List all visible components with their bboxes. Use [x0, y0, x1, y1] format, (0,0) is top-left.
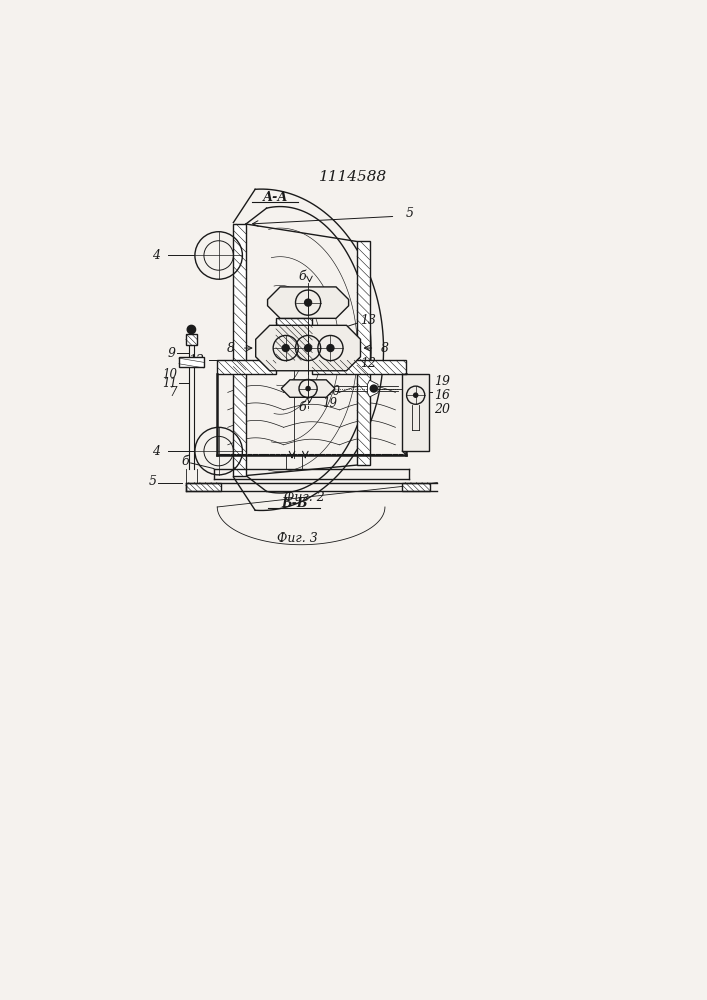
Text: Б-Б: Б-Б [281, 497, 308, 510]
Text: 16: 16 [406, 395, 421, 408]
Bar [186, 334, 197, 345]
Bar [402, 483, 431, 491]
Circle shape [305, 386, 311, 391]
Text: 5: 5 [406, 207, 414, 220]
Text: 10: 10 [162, 368, 177, 381]
Text: 4: 4 [153, 249, 160, 262]
Text: А-А: А-А [262, 191, 288, 204]
Polygon shape [179, 357, 204, 367]
Text: 20: 20 [434, 403, 450, 416]
Polygon shape [267, 287, 349, 318]
Polygon shape [368, 380, 378, 397]
Text: 8: 8 [381, 342, 389, 355]
Circle shape [370, 385, 378, 392]
Text: 16: 16 [434, 389, 450, 402]
Text: 7: 7 [169, 386, 177, 399]
Circle shape [304, 298, 312, 307]
Circle shape [281, 344, 290, 352]
Bar [276, 318, 312, 360]
Text: 11: 11 [162, 377, 177, 390]
Text: Фиг. 2: Фиг. 2 [284, 491, 325, 504]
Text: 5: 5 [148, 475, 156, 488]
Polygon shape [402, 374, 429, 451]
Bar [217, 360, 276, 374]
Bar [357, 241, 370, 465]
Text: 12: 12 [188, 354, 204, 367]
Text: 19: 19 [434, 375, 450, 388]
Circle shape [413, 392, 419, 398]
Bar [233, 224, 246, 476]
Text: 10: 10 [325, 385, 341, 398]
Text: 13: 13 [361, 314, 377, 327]
Polygon shape [281, 380, 334, 397]
Text: б: б [298, 270, 306, 283]
Circle shape [326, 344, 334, 352]
Text: 1114588: 1114588 [320, 170, 387, 184]
Circle shape [304, 344, 312, 352]
Text: 4: 4 [153, 445, 160, 458]
Bar [312, 360, 406, 374]
Bar [186, 483, 221, 491]
Text: 9: 9 [168, 347, 175, 360]
Polygon shape [256, 325, 361, 371]
Text: Фиг. 3: Фиг. 3 [277, 532, 318, 545]
Circle shape [187, 325, 196, 334]
Text: 12: 12 [361, 357, 377, 370]
Text: б: б [182, 455, 189, 468]
Text: 19: 19 [322, 397, 337, 410]
Text: 18: 18 [406, 379, 421, 392]
Text: б: б [298, 401, 306, 414]
Text: 8: 8 [227, 342, 235, 355]
Text: 17: 17 [406, 387, 421, 400]
